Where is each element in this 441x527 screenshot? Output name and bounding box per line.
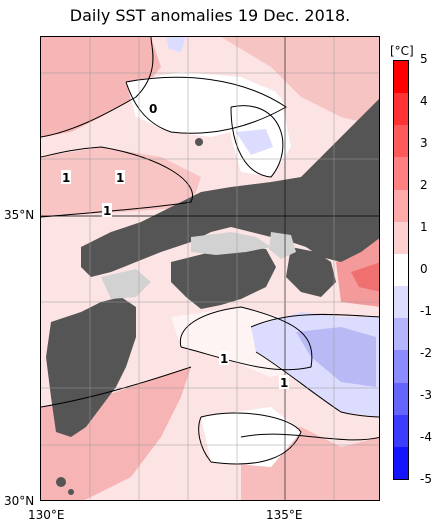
colorbar-swatch — [394, 318, 408, 351]
contour-label-bg — [61, 170, 71, 184]
colorbar-tick-label: 3 — [420, 136, 428, 150]
colorbar-swatch — [394, 414, 408, 448]
inland-sea — [191, 232, 271, 255]
colorbar-swatch — [394, 125, 408, 158]
sst-map: 0 1 1 1 1 1 — [40, 36, 380, 501]
contour-line — [255, 351, 379, 418]
land-shikoku — [171, 247, 276, 309]
colorbar-tick-label: 5 — [420, 52, 428, 66]
colorbar-unit: [°C] — [390, 44, 414, 58]
contour-label-bg — [279, 375, 289, 389]
warm-anomaly-area — [351, 262, 379, 292]
contour-label: 1 — [62, 171, 70, 185]
colorbar-tick-label: 4 — [420, 94, 428, 108]
contour-line — [41, 146, 193, 218]
sst-map-svg: 0 1 1 1 1 1 — [41, 37, 379, 500]
contour-line — [41, 366, 192, 408]
y-label-30n: 30°N — [4, 494, 35, 508]
colorbar-tick-label: 1 — [420, 220, 428, 234]
colorbar-swatch — [394, 157, 408, 191]
contour-label-bg — [115, 170, 125, 184]
contour-line — [198, 412, 302, 465]
warm-anomaly-area — [41, 37, 161, 137]
island — [56, 477, 66, 487]
colorbar-swatch — [394, 382, 408, 416]
warm-anomaly-area — [221, 37, 379, 127]
land-honshu — [81, 99, 379, 277]
colorbar-tick-label: -4 — [420, 430, 432, 444]
island — [195, 138, 203, 146]
colorbar-tick-label: -3 — [420, 388, 432, 402]
cool-anomaly-area — [166, 37, 186, 52]
colorbar-swatch — [394, 446, 408, 480]
cool-anomaly-area — [236, 129, 273, 155]
y-label-35n: 35°N — [4, 208, 35, 222]
contour-line — [179, 306, 313, 371]
inland-sea — [269, 232, 296, 259]
contour-line — [125, 76, 287, 134]
colorbar-swatch — [394, 93, 408, 126]
colorbar — [393, 60, 409, 480]
inland-sea — [101, 269, 151, 299]
colorbar-swatch — [394, 61, 408, 94]
x-label-135e: 135°E — [266, 508, 303, 522]
contour-label-bg — [219, 351, 229, 365]
contour-label: 1 — [103, 204, 111, 218]
contour-label: 0 — [149, 102, 157, 116]
colorbar-swatch — [394, 350, 408, 384]
contour-label-bg — [102, 203, 112, 217]
colorbar-tick-label: 0 — [420, 262, 428, 276]
warm-anomaly-area — [41, 367, 191, 500]
island — [68, 489, 74, 495]
contour-line — [41, 37, 154, 138]
colorbar-tick-label: -1 — [420, 304, 432, 318]
colorbar-swatch — [394, 253, 408, 287]
colorbar-tick-label: 2 — [420, 178, 428, 192]
cool-anomaly-area — [296, 327, 376, 387]
colorbar-swatch — [394, 221, 408, 255]
land-kii — [286, 247, 336, 297]
colorbar-tick-label: -2 — [420, 346, 432, 360]
contour-line — [250, 313, 379, 328]
contour-label: 1 — [220, 352, 228, 366]
contour-label-bg — [148, 101, 158, 115]
map-title: Daily SST anomalies 19 Dec. 2018. — [69, 6, 351, 25]
x-label-130e: 130°E — [28, 508, 65, 522]
colorbar-swatch — [394, 286, 408, 319]
colorbar-tick-label: -5 — [420, 472, 432, 486]
colorbar-swatch — [394, 189, 408, 223]
contour-line — [230, 105, 284, 178]
contour-label: 1 — [116, 171, 124, 185]
contour-label: 1 — [280, 376, 288, 390]
contour-line — [240, 433, 379, 441]
neutral-anomaly-area — [201, 407, 301, 467]
